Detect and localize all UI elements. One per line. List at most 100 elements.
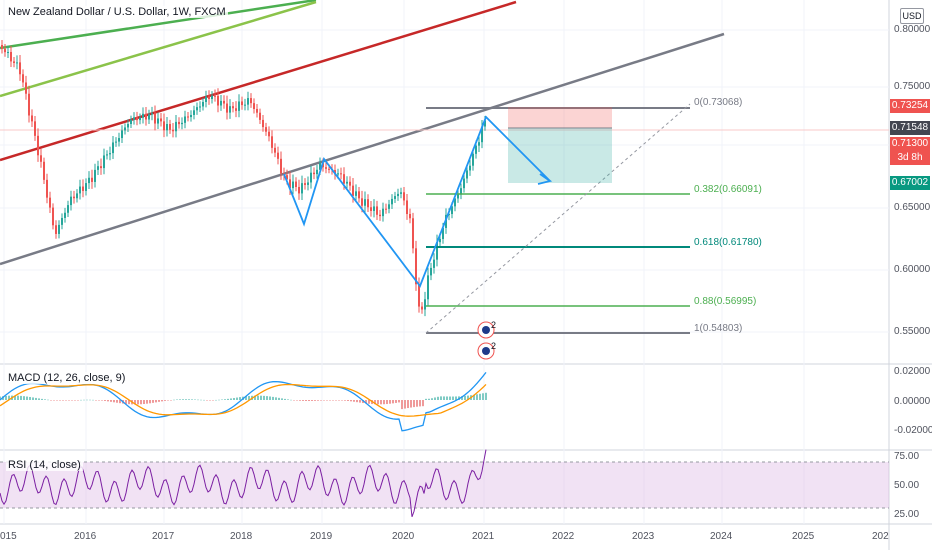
time-axis-label: 2023	[632, 531, 655, 542]
candle-body	[31, 115, 33, 122]
candle-body	[127, 124, 129, 128]
macd-histogram-bar	[272, 396, 274, 400]
candle-body	[235, 108, 237, 111]
macd-histogram-bar	[17, 395, 19, 400]
candle-body	[76, 193, 78, 199]
price-tag-0.71548: 0.71548	[890, 121, 930, 135]
candle-body	[214, 95, 216, 97]
rsi-axis-label: 50.00	[894, 480, 920, 491]
macd-legend[interactable]: MACD (12, 26, close, 9)	[6, 372, 128, 384]
macd-histogram-bar	[425, 398, 427, 400]
macd-histogram-bar	[26, 396, 28, 400]
candle-body	[40, 155, 42, 162]
candle-body	[67, 205, 69, 213]
candle-body	[271, 136, 273, 148]
candle-body	[352, 185, 354, 196]
candle-body	[364, 199, 366, 206]
price-candles	[1, 40, 486, 317]
pattern-path[interactable]	[283, 115, 551, 288]
macd-histogram-bar	[209, 400, 211, 401]
currency-button[interactable]: USD	[900, 8, 924, 24]
candle-body	[442, 227, 444, 239]
macd-histogram-bar	[134, 400, 136, 405]
grey-channel-line[interactable]	[0, 32, 725, 266]
macd-histogram-bar	[320, 400, 322, 401]
fib-trend-line[interactable]	[425, 103, 691, 334]
macd-histogram-bar	[197, 399, 199, 401]
macd-histogram-bar	[152, 400, 154, 403]
macd-histogram	[0, 392, 487, 410]
macd-histogram-bar	[464, 395, 466, 400]
macd-histogram-bar	[269, 396, 271, 400]
candle-body	[328, 168, 330, 170]
candle-body	[205, 96, 207, 103]
candle-body	[292, 181, 294, 189]
candle-body	[454, 198, 456, 207]
candle-body	[394, 196, 396, 199]
candle-body	[190, 114, 192, 118]
macd-histogram-bar	[443, 396, 445, 400]
candle-body	[124, 127, 126, 131]
green-channel-line[interactable]	[0, 0, 317, 50]
red-channel-line[interactable]	[0, 0, 517, 162]
price-axis-label: 0.80000	[894, 24, 931, 35]
candle-body	[181, 122, 183, 125]
candle-body	[79, 186, 81, 194]
time-axis-label: 2025	[792, 531, 815, 542]
candle-body	[430, 267, 432, 276]
pattern-arrow-head	[537, 173, 553, 185]
macd-histogram-bar	[101, 400, 103, 401]
macd-histogram-bar	[14, 395, 16, 400]
macd-histogram-bar	[245, 396, 247, 400]
candle-body	[43, 161, 45, 180]
candle-body	[286, 175, 288, 180]
macd-histogram-bar	[281, 398, 283, 400]
candle-body	[10, 51, 12, 62]
macd-histogram-bar	[149, 400, 151, 404]
candle-body	[262, 119, 264, 128]
candle-body	[193, 110, 195, 115]
macd-histogram-bar	[170, 400, 172, 401]
macd-histogram-bar	[143, 400, 145, 405]
macd-histogram-bar	[452, 396, 454, 400]
candle-body	[154, 113, 156, 124]
position-stop-zone[interactable]	[508, 107, 612, 128]
rsi-axis-label: 75.00	[894, 451, 920, 462]
lime-channel-line[interactable]	[0, 0, 317, 98]
time-axis-label: 2019	[310, 531, 333, 542]
macd-histogram-bar	[227, 398, 229, 400]
candle-body	[346, 181, 348, 184]
candle-body	[202, 102, 204, 107]
candle-body	[439, 238, 441, 243]
candle-body	[46, 179, 48, 198]
macd-histogram-bar	[116, 400, 118, 403]
macd-histogram-bar	[380, 400, 382, 405]
candle-body	[421, 306, 423, 310]
macd-histogram-bar	[119, 400, 121, 404]
macd-histogram-bar	[290, 399, 292, 401]
candle-body	[88, 177, 90, 184]
rsi-legend[interactable]: RSI (14, close)	[6, 459, 83, 471]
macd-histogram-bar	[161, 400, 163, 402]
macd-histogram-bar	[359, 400, 361, 403]
macd-histogram-bar	[125, 400, 127, 404]
macd-histogram-bar	[341, 400, 343, 401]
candle-body	[484, 120, 486, 127]
candle-body	[166, 124, 168, 131]
candle-body	[103, 155, 105, 169]
macd-histogram-bar	[353, 400, 355, 402]
event-badge-count: 2	[491, 320, 497, 330]
candle-body	[73, 196, 75, 199]
candle-body	[241, 101, 243, 106]
macd-histogram-bar	[56, 400, 58, 401]
macd-axis-label: 0.00000	[894, 396, 931, 407]
candle-body	[64, 212, 66, 218]
time-axis-label: 2021	[472, 531, 495, 542]
candle-body	[211, 95, 213, 100]
macd-histogram-bar	[389, 400, 391, 404]
candle-body	[112, 142, 114, 154]
candle-body	[427, 275, 429, 300]
symbol-title[interactable]: New Zealand Dollar / U.S. Dollar, 1W, FX…	[6, 6, 228, 18]
macd-histogram-bar	[95, 400, 97, 401]
